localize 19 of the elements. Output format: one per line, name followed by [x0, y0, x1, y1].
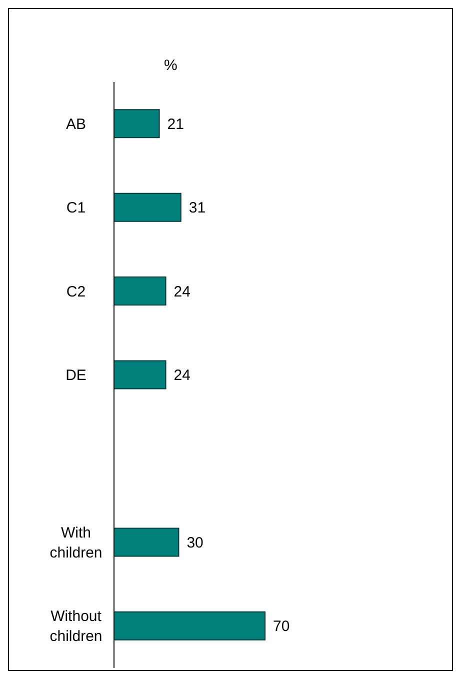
y-tick-label: DE	[66, 366, 86, 384]
bar	[114, 109, 160, 138]
bar	[114, 192, 182, 222]
bar	[114, 528, 180, 557]
y-tick-label: C1	[66, 199, 86, 216]
y-tick-label: C2	[66, 282, 86, 300]
data-label: 70	[273, 618, 290, 636]
y-tick-label: With children	[50, 524, 102, 561]
data-label: 30	[186, 534, 204, 552]
bar	[114, 360, 166, 390]
data-label: 24	[174, 283, 190, 300]
bar	[114, 611, 266, 640]
x-axis-title: %	[164, 57, 178, 74]
data-label: 24	[174, 367, 190, 384]
y-tick-label: AB	[66, 115, 86, 132]
bar	[114, 276, 166, 306]
data-label: 31	[188, 200, 206, 217]
data-label: 21	[167, 116, 184, 133]
y-tick-label: Without children	[50, 608, 102, 645]
